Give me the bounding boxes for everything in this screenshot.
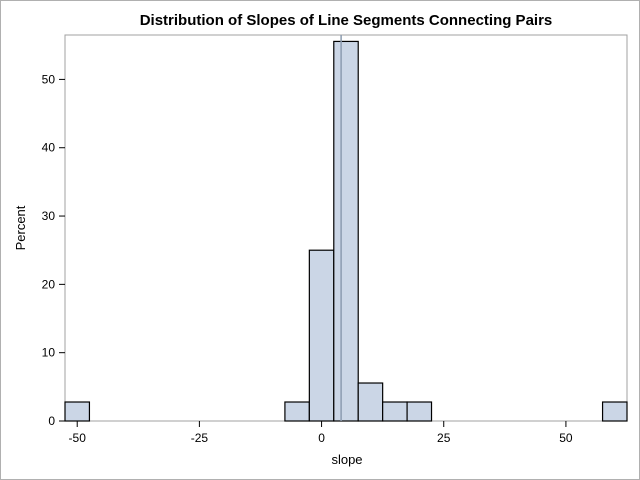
histogram-bar [64,401,91,422]
y-tick-label: 0 [48,414,55,428]
histogram-bar [382,401,408,422]
x-axis-label: slope [331,452,362,467]
x-tick-label: 0 [318,431,325,445]
y-tick-label: 40 [42,141,56,155]
histogram-bar [406,401,433,422]
y-axis-label: Percent [13,205,28,250]
histogram-bar [308,249,335,422]
y-tick-label: 10 [42,346,56,360]
histogram-bar [284,401,310,422]
y-axis-ticks: 0 10 20 30 40 50 [42,72,65,428]
x-tick-label: -25 [191,431,209,445]
x-tick-label: -50 [69,431,87,445]
histogram-bar [601,401,628,422]
x-tick-label: 25 [437,431,451,445]
chart-title: Distribution of Slopes of Line Segments … [140,12,553,29]
bars-group [64,40,628,422]
x-axis-ticks: -50 -25 0 25 50 [69,421,573,445]
y-tick-label: 20 [42,277,56,291]
histogram-bar [357,382,384,422]
histogram-bar [333,40,359,422]
y-tick-label: 50 [42,72,56,86]
y-tick-label: 30 [42,209,56,223]
x-tick-label: 50 [559,431,573,445]
